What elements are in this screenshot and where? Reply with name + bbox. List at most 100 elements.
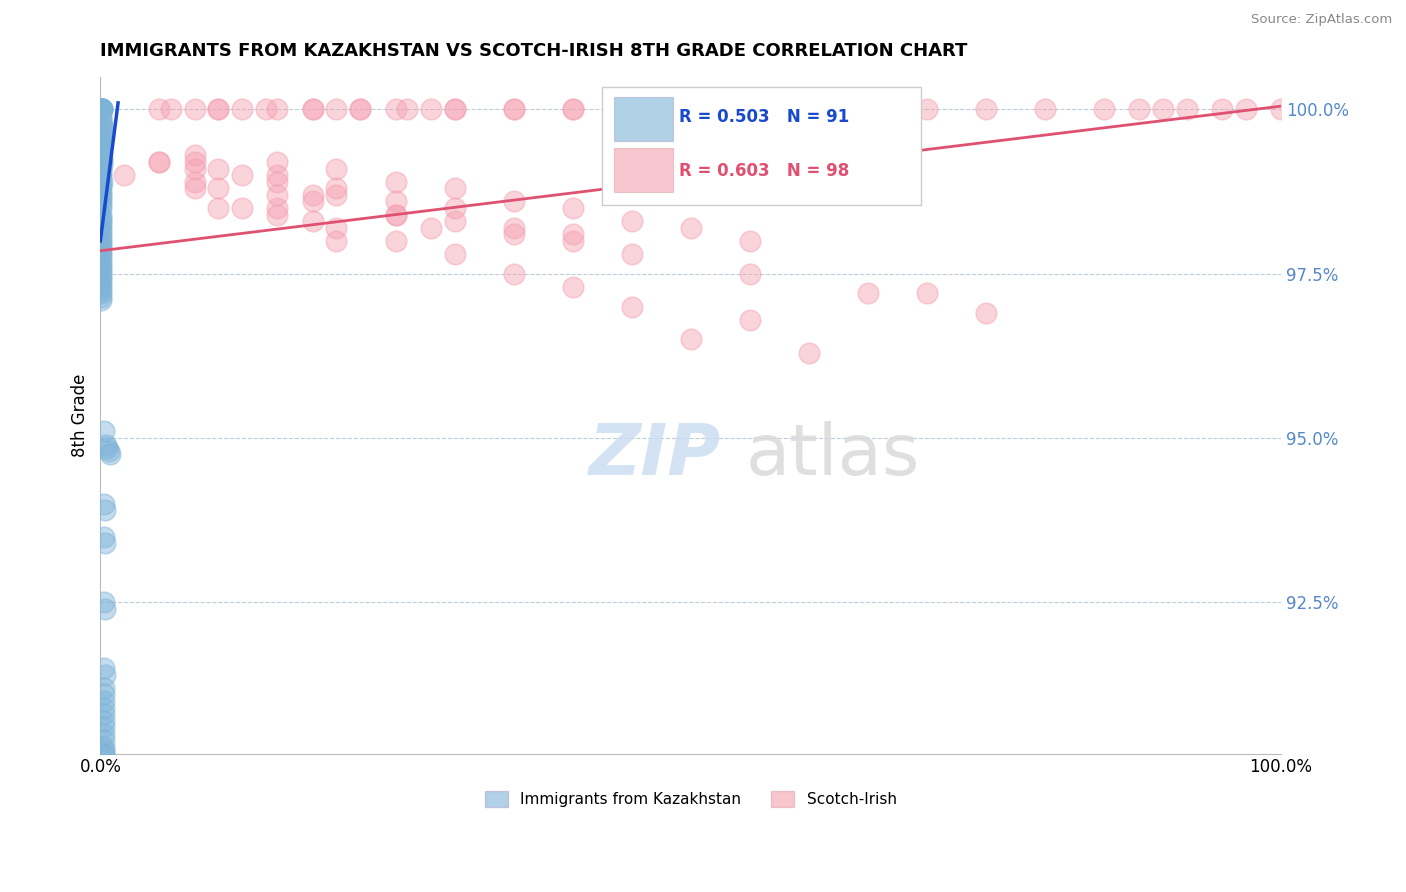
Text: R = 0.503   N = 91: R = 0.503 N = 91: [679, 108, 849, 126]
Point: [207, 103, 229, 117]
Point: [90, 191, 112, 205]
Point: [419, 220, 441, 235]
Point: [856, 286, 879, 301]
Point: [96, 437, 118, 451]
Point: [90, 260, 112, 275]
Point: [620, 103, 643, 117]
Point: [90, 290, 112, 304]
Point: [184, 148, 207, 162]
Point: [207, 103, 229, 117]
Point: [93, 595, 115, 609]
Point: [302, 214, 325, 228]
Point: [302, 103, 325, 117]
Point: [90, 125, 112, 139]
Point: [93, 694, 115, 708]
Point: [384, 208, 406, 222]
Point: [1128, 103, 1150, 117]
Point: [266, 175, 288, 189]
Point: [384, 234, 406, 248]
Point: [93, 739, 115, 754]
Point: [443, 103, 465, 117]
Point: [90, 155, 112, 169]
Point: [90, 152, 112, 166]
Point: [443, 247, 465, 261]
Point: [90, 103, 112, 117]
Point: [94, 536, 117, 550]
Point: [90, 115, 112, 129]
Point: [90, 277, 112, 291]
Point: [93, 687, 115, 701]
Point: [90, 240, 112, 254]
Point: [738, 312, 761, 326]
Point: [97, 444, 120, 458]
Point: [90, 145, 112, 160]
Point: [266, 103, 288, 117]
Point: [419, 103, 441, 117]
Point: [93, 747, 115, 761]
Point: [98, 448, 121, 462]
Point: [160, 103, 183, 117]
Point: [679, 220, 702, 235]
Point: [93, 733, 115, 747]
Point: [561, 280, 583, 294]
Point: [148, 155, 170, 169]
Point: [90, 257, 112, 271]
Point: [93, 681, 115, 695]
Point: [93, 661, 115, 675]
Point: [93, 530, 115, 544]
Point: [90, 273, 112, 287]
Point: [90, 224, 112, 238]
Point: [90, 185, 112, 199]
Point: [443, 214, 465, 228]
Point: [1152, 103, 1174, 117]
Point: [93, 497, 115, 511]
Point: [90, 194, 112, 209]
Point: [1211, 103, 1233, 117]
Point: [90, 122, 112, 136]
Point: [148, 155, 170, 169]
Point: [90, 263, 112, 277]
Point: [90, 161, 112, 176]
Point: [148, 103, 170, 117]
Point: [90, 208, 112, 222]
Point: [502, 227, 524, 242]
Point: [231, 103, 253, 117]
Point: [90, 165, 112, 179]
Point: [502, 103, 524, 117]
Point: [738, 267, 761, 281]
Point: [302, 194, 325, 209]
Point: [384, 194, 406, 209]
Point: [90, 247, 112, 261]
Point: [93, 707, 115, 722]
Point: [797, 103, 820, 117]
Point: [207, 181, 229, 195]
Point: [90, 175, 112, 189]
Point: [266, 187, 288, 202]
Point: [974, 103, 997, 117]
Point: [561, 103, 583, 117]
Point: [90, 148, 112, 162]
Point: [90, 214, 112, 228]
Point: [90, 201, 112, 215]
Point: [738, 234, 761, 248]
Point: [349, 103, 371, 117]
Point: [93, 720, 115, 734]
Point: [184, 103, 207, 117]
Point: [90, 267, 112, 281]
Text: atlas: atlas: [745, 421, 920, 491]
Point: [90, 253, 112, 268]
Point: [90, 198, 112, 212]
Point: [1270, 103, 1292, 117]
Point: [184, 181, 207, 195]
Point: [90, 103, 112, 117]
Point: [94, 602, 117, 616]
Point: [231, 201, 253, 215]
Point: [90, 220, 112, 235]
Point: [90, 138, 112, 153]
Point: [302, 187, 325, 202]
Point: [254, 103, 277, 117]
Point: [90, 128, 112, 143]
Text: ZIP: ZIP: [589, 421, 721, 491]
Point: [90, 227, 112, 242]
Point: [325, 181, 347, 195]
